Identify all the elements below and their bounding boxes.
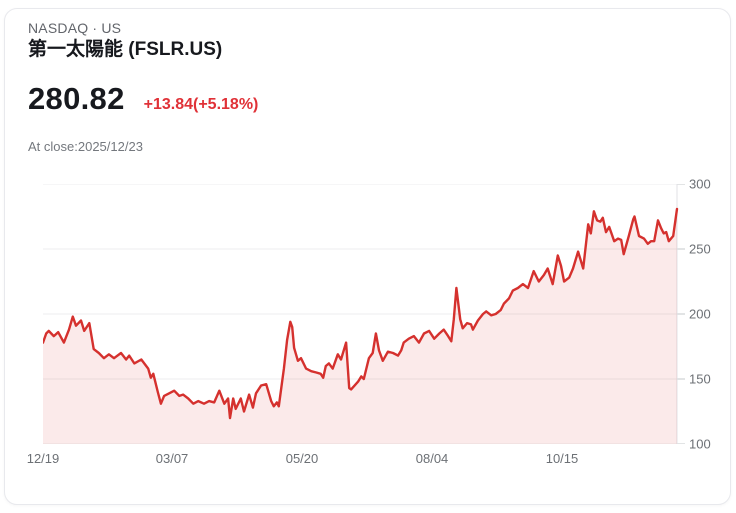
price-chart[interactable]: 300 250 200 150 100 12/19 03/07 05/20 08/04 10/1… — [27, 177, 729, 484]
price-change: +13.84(+5.18%) — [143, 96, 259, 113]
exchange-market-line: NASDAQ · US — [28, 20, 122, 36]
price-row: 280.82 +13.84(+5.18%) — [28, 79, 258, 119]
y-axis-label: 250 — [689, 241, 711, 257]
stock-title: 第一太陽能 (FSLR.US) — [28, 39, 223, 60]
as-of-date: At close:2025/12/23 — [28, 139, 143, 154]
x-axis-label: 05/20 — [285, 451, 319, 466]
y-axis-label: 200 — [689, 306, 711, 322]
x-axis-label: 12/19 — [26, 451, 60, 466]
y-axis-label: 150 — [689, 371, 711, 387]
stock-quote-card: NASDAQ · US 第一太陽能 (FSLR.US) 280.82 +13.8… — [4, 8, 731, 505]
x-axis-label: 08/04 — [415, 451, 449, 466]
x-axis-label: 03/07 — [155, 451, 189, 466]
y-axis-label: 300 — [689, 176, 711, 192]
last-price: 280.82 — [28, 81, 125, 116]
y-axis-label: 100 — [689, 436, 711, 452]
x-axis-label: 10/15 — [545, 451, 579, 466]
price-line-chart-svg — [43, 184, 685, 444]
